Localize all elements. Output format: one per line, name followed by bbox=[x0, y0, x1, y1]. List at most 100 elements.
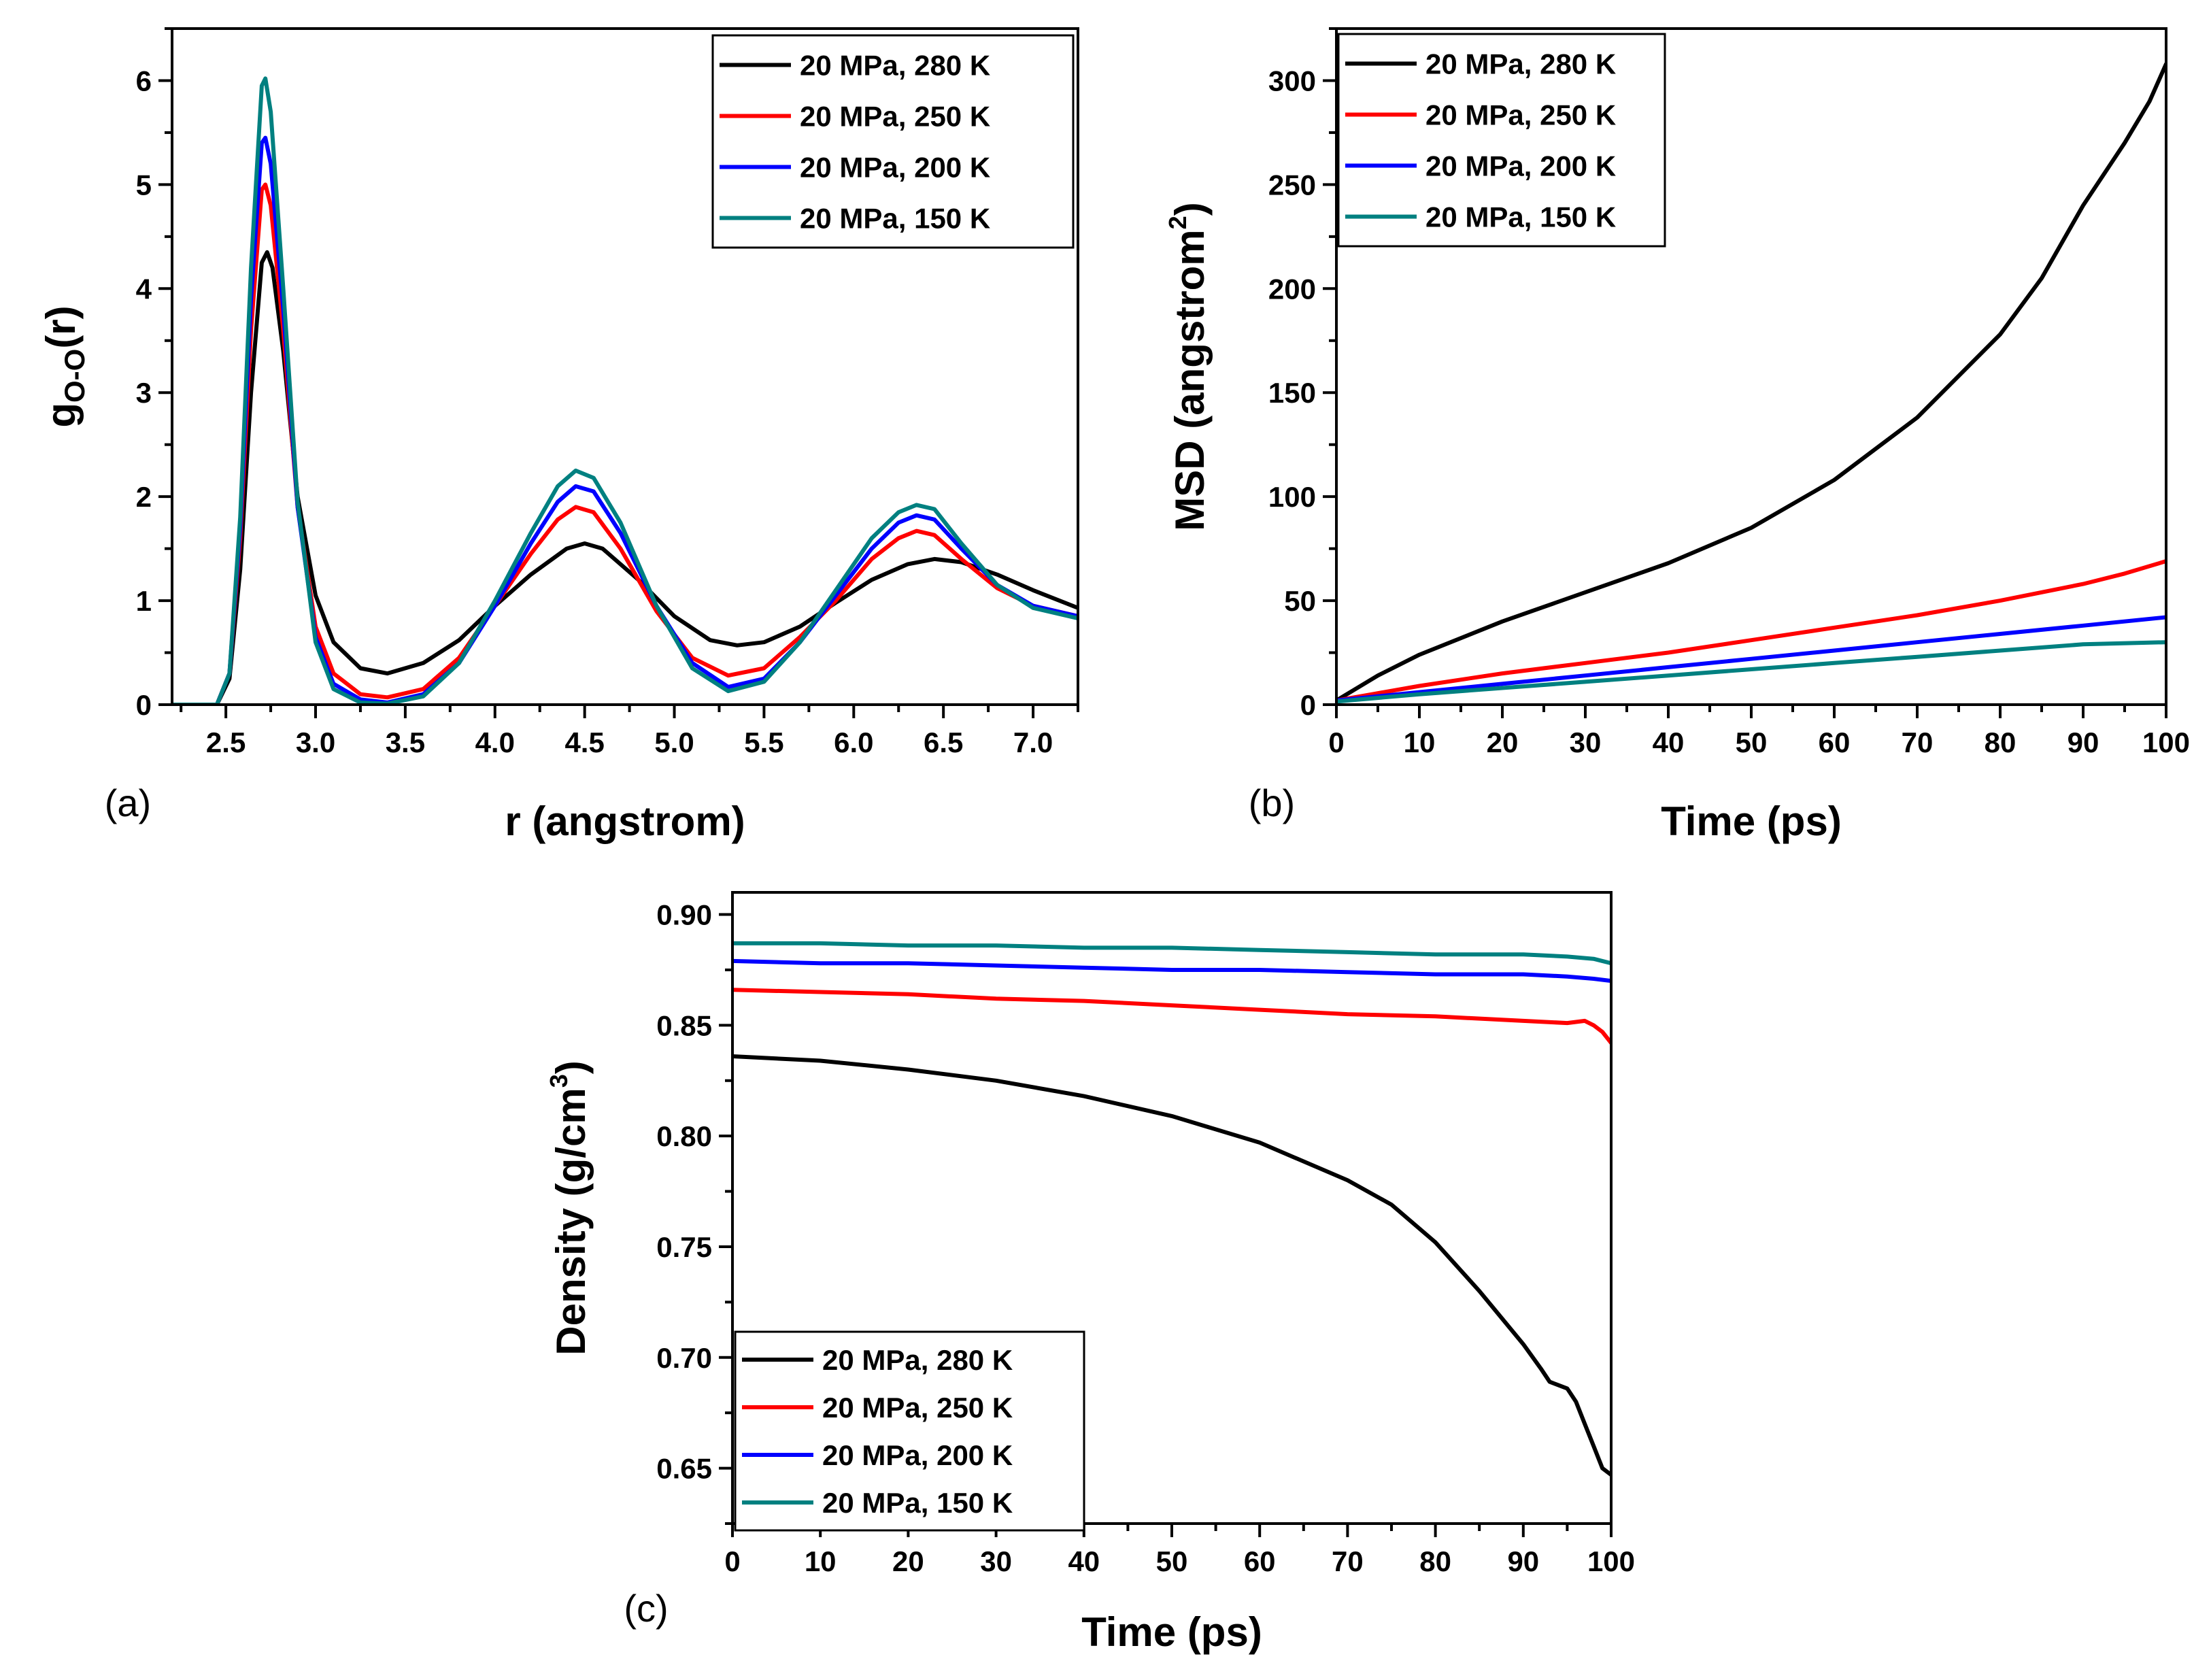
y-tick-label: 4 bbox=[136, 273, 152, 305]
y-tick-label: 100 bbox=[1268, 481, 1316, 513]
x-tick-label: 80 bbox=[1419, 1545, 1451, 1577]
legend-label: 20 MPa, 250 K bbox=[1425, 99, 1616, 131]
series-line-150K bbox=[1336, 640, 2166, 704]
x-tick-label: 100 bbox=[2142, 726, 2190, 758]
series-line-280K bbox=[172, 250, 1078, 705]
x-tick-label: 20 bbox=[892, 1545, 924, 1577]
y-tick-label: 6 bbox=[136, 65, 152, 97]
legend-box bbox=[711, 34, 1075, 249]
x-tick-label: 6.0 bbox=[834, 726, 873, 758]
legend: 20 MPa, 280 K 20 MPa, 250 K 20 MPa, 200 K 2… bbox=[734, 1330, 1085, 1532]
x-tick-label: 10 bbox=[805, 1545, 837, 1577]
x-tick-label: 10 bbox=[1404, 726, 1436, 758]
legend-label: 20 MPa, 280 K bbox=[800, 50, 990, 82]
x-tick-label: 3.5 bbox=[386, 726, 425, 758]
y-axis-title: gO-O(r) bbox=[38, 305, 90, 427]
y-axis-title: MSD (angstrom2) bbox=[1164, 202, 1213, 531]
x-tick-label: 100 bbox=[1587, 1545, 1635, 1577]
x-tick-label: 30 bbox=[980, 1545, 1012, 1577]
y-tick-label: 2 bbox=[136, 481, 152, 513]
x-tick-label: 80 bbox=[1985, 726, 2016, 758]
legend-label: 20 MPa, 280 K bbox=[822, 1344, 1013, 1376]
legend-label: 20 MPa, 200 K bbox=[1425, 150, 1616, 182]
x-tick-label: 50 bbox=[1736, 726, 1768, 758]
x-axis-title: r (angstrom) bbox=[505, 799, 745, 844]
y-axis-title-tail: ) bbox=[1167, 202, 1213, 216]
series-line-280K bbox=[732, 1054, 1611, 1477]
x-axis-title: Time (ps) bbox=[1081, 1609, 1262, 1655]
series-line-200K bbox=[172, 135, 1078, 705]
series-line-250K bbox=[1336, 559, 2166, 703]
legend-label: 20 MPa, 250 K bbox=[822, 1392, 1013, 1424]
y-tick-label: 5 bbox=[136, 169, 152, 201]
series-group bbox=[1336, 62, 2166, 704]
y-tick-label: 0.70 bbox=[656, 1342, 712, 1374]
x-tick-label: 3.0 bbox=[296, 726, 335, 758]
y-tick-label: 1 bbox=[136, 585, 152, 617]
legend: 20 MPa, 280 K 20 MPa, 250 K 20 MPa, 200 K 2… bbox=[1337, 33, 1666, 248]
series-line-150K bbox=[172, 76, 1078, 705]
series-line-200K bbox=[1336, 615, 2166, 703]
y-tick-label: 0.90 bbox=[656, 899, 712, 931]
series-group bbox=[172, 76, 1078, 705]
series-group bbox=[732, 941, 1611, 1477]
x-tick-label: 0 bbox=[724, 1545, 740, 1577]
y-tick-label: 0.85 bbox=[656, 1009, 712, 1041]
x-tick-label: 30 bbox=[1570, 726, 1602, 758]
plot-frame bbox=[171, 27, 1079, 706]
series-line-250K bbox=[172, 182, 1078, 705]
x-tick-label: 0 bbox=[1328, 726, 1344, 758]
series-line-200K bbox=[732, 958, 1611, 984]
x-tick-label: 7.0 bbox=[1013, 726, 1053, 758]
y-axis-title-sub: O-O bbox=[58, 349, 90, 403]
series-line-280K bbox=[1336, 62, 2166, 703]
panel-label: (b) bbox=[1249, 782, 1295, 824]
x-tick-label: 20 bbox=[1487, 726, 1519, 758]
x-tick-label: 40 bbox=[1653, 726, 1685, 758]
y-tick-label: 0 bbox=[136, 689, 152, 721]
legend-label: 20 MPa, 150 K bbox=[822, 1487, 1013, 1519]
x-tick-label: 90 bbox=[2067, 726, 2099, 758]
x-tick-label: 40 bbox=[1068, 1545, 1100, 1577]
y-tick-label: 200 bbox=[1268, 273, 1316, 305]
y-axis-title-main: MSD (angstrom bbox=[1167, 229, 1213, 531]
y-axis-title-main: Density (g/cm bbox=[548, 1088, 594, 1355]
y-tick-label: 0.65 bbox=[656, 1453, 712, 1485]
legend-label: 20 MPa, 280 K bbox=[1425, 48, 1616, 80]
y-axis-title-sup: 2 bbox=[1164, 216, 1192, 229]
chart-panel-c: 0 10 20 30 40 50 60 70 80 90 100 0.65 0.70 0.75 0.80 0.… bbox=[545, 891, 1635, 1655]
x-tick-label: 4.0 bbox=[475, 726, 515, 758]
panel-label: (a) bbox=[105, 782, 151, 824]
y-tick-label: 0.75 bbox=[656, 1231, 712, 1263]
chart-panel-a: 2.5 3.0 3.5 4.0 4.5 5.0 5.5 6.0 6.5 7.0 0 1 2 3 4 5 6 r (… bbox=[38, 27, 1079, 844]
legend: 20 MPa, 280 K 20 MPa, 250 K 20 MPa, 200 K 2… bbox=[711, 34, 1075, 249]
y-axis-title: Density (g/cm3) bbox=[545, 1060, 594, 1355]
y-axis-title-tail: ) bbox=[548, 1060, 594, 1074]
y-axis-title-main: g bbox=[38, 403, 84, 428]
legend-box bbox=[1337, 33, 1666, 248]
legend-label: 20 MPa, 150 K bbox=[1425, 201, 1616, 233]
y-tick-label: 250 bbox=[1268, 169, 1316, 201]
x-tick-label: 5.0 bbox=[654, 726, 694, 758]
legend-box bbox=[734, 1330, 1085, 1532]
x-tick-label: 4.5 bbox=[564, 726, 604, 758]
y-tick-label: 150 bbox=[1268, 377, 1316, 409]
x-tick-label: 6.5 bbox=[924, 726, 963, 758]
x-tick-label: 70 bbox=[1332, 1545, 1364, 1577]
x-tick-label: 2.5 bbox=[206, 726, 246, 758]
y-tick-label: 0.80 bbox=[656, 1120, 712, 1152]
series-line-150K bbox=[732, 941, 1611, 966]
x-axis-title: Time (ps) bbox=[1661, 799, 1842, 844]
x-tick-label: 50 bbox=[1156, 1545, 1188, 1577]
panel-label: (c) bbox=[624, 1587, 668, 1630]
legend-label: 20 MPa, 250 K bbox=[800, 101, 990, 133]
legend-label: 20 MPa, 200 K bbox=[822, 1439, 1013, 1471]
chart-panel-b: 0 10 20 30 40 50 60 70 80 90 100 0 50 100 150 200 250 300… bbox=[1164, 27, 2190, 844]
y-tick-label: 3 bbox=[136, 377, 152, 409]
y-tick-label: 0 bbox=[1300, 689, 1316, 721]
x-tick-label: 70 bbox=[1902, 726, 1934, 758]
y-axis-title-sup: 3 bbox=[545, 1074, 573, 1088]
x-tick-label: 60 bbox=[1819, 726, 1851, 758]
legend-label: 20 MPa, 200 K bbox=[800, 152, 990, 184]
